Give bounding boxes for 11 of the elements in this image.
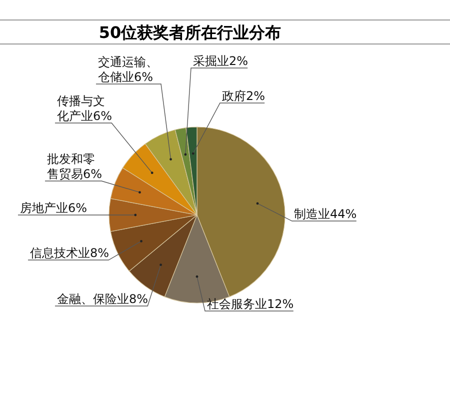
slice-label: 房地产业6% — [20, 201, 88, 215]
slice-label: 采掘业2% — [193, 54, 248, 68]
slice-label: 政府2% — [222, 89, 266, 103]
slice-label: 金融、保险业8% — [57, 292, 148, 306]
slice-label: 批发和零售贸易6% — [47, 152, 102, 181]
chart-title: 50位获奖者所在行业分布 — [98, 23, 282, 42]
slice-label: 传播与文化产业6% — [57, 94, 112, 123]
slice-label: 社会服务业12% — [207, 297, 294, 311]
slice-label: 制造业44% — [294, 207, 357, 221]
slice-label: 交通运输、仓储业6% — [98, 55, 158, 84]
slice-label: 信息技术业8% — [30, 246, 110, 260]
